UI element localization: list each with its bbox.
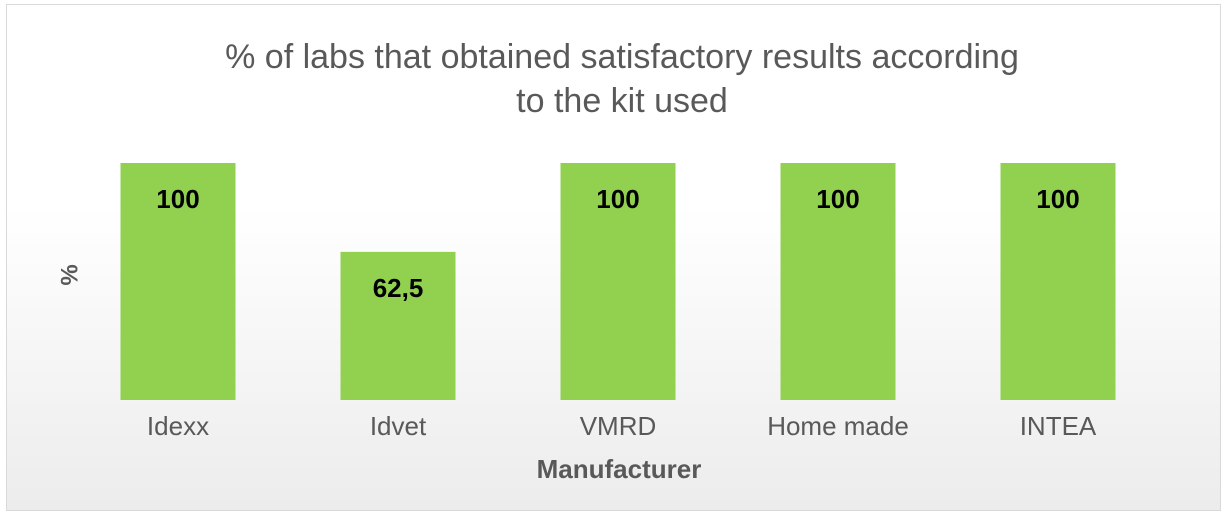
bar [560,163,676,400]
x-tick-label: Idexx [147,411,209,441]
bar [120,163,236,400]
x-tick-label: Home made [767,411,909,441]
chart-title: % of labs that obtained satisfactory res… [225,38,1019,120]
x-tick-label: INTEA [1020,411,1097,441]
data-label: 100 [1036,184,1079,214]
y-axis-title: % [56,264,83,285]
bar [1000,163,1116,400]
data-label: 100 [156,184,199,214]
chart: % Manufacturer Idexx 100 Idvet 62,5 VMRD 100 H… [56,163,1116,484]
x-tick-label: VMRD [580,411,657,441]
data-label: 62,5 [373,273,424,303]
chart-frame: % of labs that obtained satisfactory res… [6,4,1221,511]
x-axis-title: Manufacturer [537,454,702,484]
data-label: 100 [596,184,639,214]
x-tick-label: Idvet [370,411,427,441]
data-label: 100 [816,184,859,214]
bar [340,251,456,400]
bar [780,163,896,400]
